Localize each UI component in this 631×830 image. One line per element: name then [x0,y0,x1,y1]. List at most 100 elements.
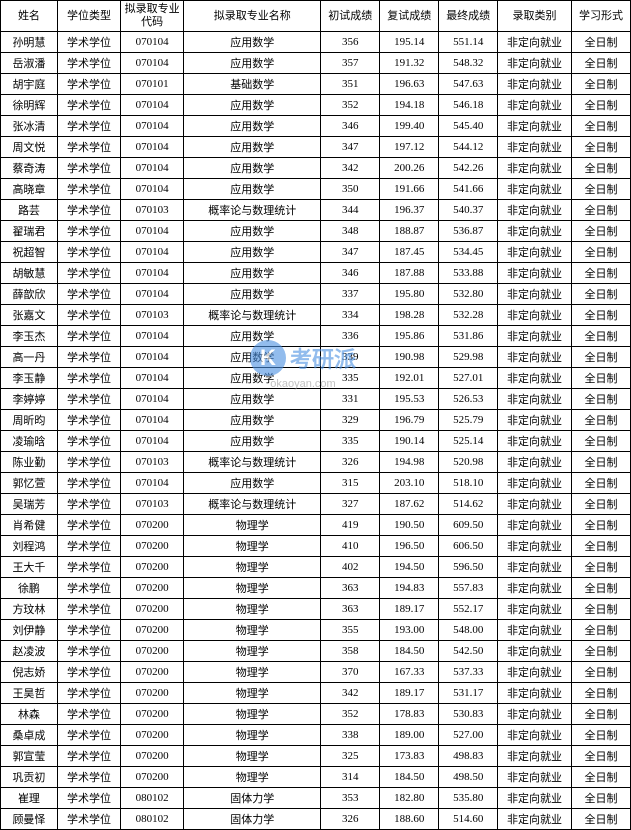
table-cell: 非定向就业 [498,431,572,452]
table-cell: 顾曼怿 [1,809,58,830]
table-cell: 070200 [121,725,184,746]
table-cell: 195.14 [380,32,439,53]
table-row: 顾曼怿学术学位080102固体力学326188.60514.60非定向就业全日制 [1,809,631,830]
table-cell: 351 [321,74,380,95]
table-cell: 070104 [121,326,184,347]
table-cell: 334 [321,305,380,326]
table-cell: 全日制 [571,74,630,95]
table-cell: 祝超智 [1,242,58,263]
table-cell: 498.83 [439,746,498,767]
table-cell: 070103 [121,494,184,515]
table-cell: 物理学 [184,578,321,599]
table-cell: 非定向就业 [498,179,572,200]
table-cell: 182.80 [380,788,439,809]
table-cell: 非定向就业 [498,788,572,809]
column-header: 录取类别 [498,1,572,32]
table-cell: 学术学位 [57,620,120,641]
table-cell: 194.83 [380,578,439,599]
table-cell: 070200 [121,536,184,557]
table-row: 凌瑜晗学术学位070104应用数学335190.14525.14非定向就业全日制 [1,431,631,452]
table-row: 郭忆萱学术学位070104应用数学315203.10518.10非定向就业全日制 [1,473,631,494]
table-cell: 370 [321,662,380,683]
table-cell: 070104 [121,263,184,284]
table-cell: 070200 [121,641,184,662]
table-cell: 学术学位 [57,725,120,746]
table-head: 姓名学位类型拟录取专业代码拟录取专业名称初试成绩复试成绩最终成绩录取类别学习形式 [1,1,631,32]
table-cell: 物理学 [184,662,321,683]
table-row: 薛歆欣学术学位070104应用数学337195.80532.80非定向就业全日制 [1,284,631,305]
table-cell: 189.17 [380,599,439,620]
table-cell: 学术学位 [57,683,120,704]
table-row: 刘程鸿学术学位070200物理学410196.50606.50非定向就业全日制 [1,536,631,557]
table-cell: 学术学位 [57,536,120,557]
table-cell: 应用数学 [184,389,321,410]
admissions-table: 姓名学位类型拟录取专业代码拟录取专业名称初试成绩复试成绩最终成绩录取类别学习形式… [0,0,631,830]
table-cell: 学术学位 [57,557,120,578]
table-cell: 张冰清 [1,116,58,137]
table-cell: 非定向就业 [498,200,572,221]
table-cell: 342 [321,683,380,704]
table-row: 蔡奇涛学术学位070104应用数学342200.26542.26非定向就业全日制 [1,158,631,179]
table-cell: 应用数学 [184,347,321,368]
table-cell: 173.83 [380,746,439,767]
table-cell: 全日制 [571,536,630,557]
table-cell: 070200 [121,662,184,683]
table-row: 吴瑞芳学术学位070103概率论与数理统计327187.62514.62非定向就… [1,494,631,515]
table-cell: 周文悦 [1,137,58,158]
table-cell: 高晓章 [1,179,58,200]
table-cell: 物理学 [184,725,321,746]
table-cell: 全日制 [571,263,630,284]
table-cell: 胡宇庭 [1,74,58,95]
table-cell: 080102 [121,809,184,830]
table-cell: 非定向就业 [498,410,572,431]
table-cell: 545.40 [439,116,498,137]
table-cell: 全日制 [571,284,630,305]
table-cell: 全日制 [571,809,630,830]
table-row: 王大千学术学位070200物理学402194.50596.50非定向就业全日制 [1,557,631,578]
table-cell: 学术学位 [57,368,120,389]
table-cell: 薛歆欣 [1,284,58,305]
table-cell: 非定向就业 [498,452,572,473]
table-cell: 学术学位 [57,410,120,431]
table-cell: 全日制 [571,347,630,368]
table-cell: 339 [321,347,380,368]
table-cell: 全日制 [571,431,630,452]
table-cell: 非定向就业 [498,683,572,704]
table-cell: 194.98 [380,452,439,473]
table-cell: 非定向就业 [498,116,572,137]
table-row: 高一丹学术学位070104应用数学339190.98529.98非定向就业全日制 [1,347,631,368]
table-cell: 非定向就业 [498,767,572,788]
table-cell: 190.14 [380,431,439,452]
table-cell: 学术学位 [57,305,120,326]
table-cell: 全日制 [571,158,630,179]
table-cell: 非定向就业 [498,53,572,74]
table-cell: 非定向就业 [498,809,572,830]
table-cell: 全日制 [571,326,630,347]
table-cell: 岳淑潘 [1,53,58,74]
table-cell: 199.40 [380,116,439,137]
table-cell: 学术学位 [57,641,120,662]
table-cell: 非定向就业 [498,641,572,662]
table-cell: 非定向就业 [498,620,572,641]
table-cell: 应用数学 [184,179,321,200]
table-cell: 329 [321,410,380,431]
table-cell: 327 [321,494,380,515]
table-cell: 学术学位 [57,158,120,179]
table-cell: 189.17 [380,683,439,704]
table-cell: 194.50 [380,557,439,578]
table-cell: 346 [321,263,380,284]
table-cell: 070104 [121,32,184,53]
table-cell: 326 [321,452,380,473]
table-cell: 物理学 [184,620,321,641]
table-cell: 应用数学 [184,326,321,347]
table-cell: 全日制 [571,767,630,788]
table-cell: 学术学位 [57,431,120,452]
table-cell: 学术学位 [57,137,120,158]
table-cell: 全日制 [571,557,630,578]
table-cell: 物理学 [184,599,321,620]
table-cell: 全日制 [571,620,630,641]
table-cell: 学术学位 [57,179,120,200]
table-row: 桑卓成学术学位070200物理学338189.00527.00非定向就业全日制 [1,725,631,746]
table-cell: 352 [321,95,380,116]
table-cell: 195.80 [380,284,439,305]
